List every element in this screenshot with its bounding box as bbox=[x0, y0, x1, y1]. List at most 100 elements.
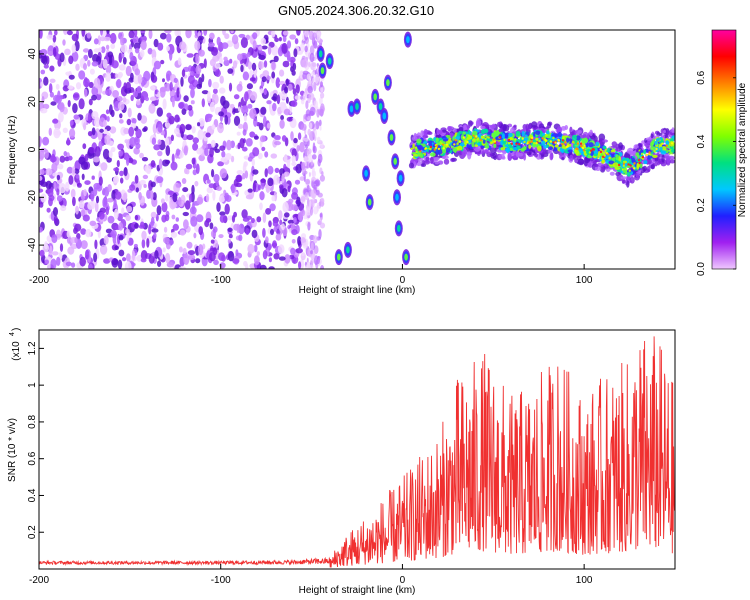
spectral-blob bbox=[647, 155, 651, 160]
spectral-blob bbox=[279, 184, 284, 190]
spectral-blob bbox=[275, 77, 281, 89]
spectral-blob bbox=[633, 162, 636, 165]
spectral-blob bbox=[521, 137, 524, 140]
spectral-blob bbox=[227, 238, 231, 244]
spectral-blob bbox=[601, 155, 605, 158]
spectral-blob bbox=[56, 174, 61, 181]
spectral-blob bbox=[241, 105, 249, 115]
y-tick-label: 0.4 bbox=[27, 488, 38, 502]
spectral-blob bbox=[186, 53, 194, 58]
spectral-blob bbox=[150, 85, 156, 91]
spectral-blob bbox=[535, 142, 538, 145]
spectral-blob bbox=[211, 124, 216, 130]
spectral-blob bbox=[285, 96, 289, 104]
spectral-blob bbox=[284, 86, 289, 94]
spectral-blob bbox=[138, 192, 142, 201]
spectral-blob bbox=[567, 149, 573, 153]
spectral-blob bbox=[349, 105, 354, 113]
spectral-blob bbox=[231, 214, 236, 223]
spectral-blob bbox=[152, 123, 157, 134]
spectral-blob bbox=[271, 195, 276, 202]
spectral-blob bbox=[263, 89, 267, 96]
spectral-blob bbox=[302, 70, 309, 75]
spectral-blob bbox=[209, 222, 214, 230]
spectral-blob bbox=[547, 149, 553, 154]
spectral-blob bbox=[300, 98, 305, 105]
spectral-blob bbox=[109, 32, 117, 44]
spectral-blob bbox=[597, 162, 604, 168]
spectral-blob bbox=[216, 36, 221, 46]
spectral-blob bbox=[320, 198, 325, 208]
spectral-blob bbox=[230, 30, 234, 34]
spectral-blob bbox=[309, 45, 315, 55]
spectral-blob bbox=[78, 70, 86, 80]
spectral-blob bbox=[294, 179, 301, 185]
spectral-blob bbox=[651, 140, 655, 146]
spectral-blob bbox=[150, 160, 156, 168]
spectral-blob bbox=[247, 188, 253, 193]
spectral-blob bbox=[40, 193, 47, 203]
spectral-blob bbox=[612, 162, 619, 168]
spectral-blob bbox=[134, 47, 140, 54]
spectral-blob bbox=[58, 111, 64, 123]
spectral-blob bbox=[416, 138, 422, 144]
spectral-blob bbox=[515, 150, 520, 158]
spectral-blob bbox=[266, 75, 271, 80]
spectral-blob bbox=[119, 170, 124, 177]
spectral-blob bbox=[163, 128, 167, 139]
spectral-blob bbox=[236, 131, 241, 136]
spectral-blob bbox=[591, 147, 595, 151]
spectral-blob bbox=[670, 142, 674, 145]
spectral-blob bbox=[68, 74, 75, 80]
spectral-blob bbox=[232, 258, 240, 264]
spectral-blob bbox=[125, 214, 131, 222]
spectral-blob bbox=[153, 232, 157, 239]
spectral-blob bbox=[232, 60, 238, 69]
spectral-blob bbox=[291, 155, 296, 164]
spectral-blob bbox=[235, 249, 239, 257]
spectral-blob bbox=[43, 76, 49, 86]
spectral-blob bbox=[111, 258, 119, 268]
spectral-blob bbox=[82, 214, 90, 222]
spectral-blob bbox=[582, 131, 589, 140]
spectral-blob bbox=[454, 139, 457, 142]
spectral-blob bbox=[615, 147, 622, 152]
spectral-blob bbox=[230, 183, 235, 194]
y-tick-label: 20 bbox=[27, 96, 38, 108]
spectral-blob bbox=[247, 243, 255, 254]
spectral-blob bbox=[242, 146, 248, 152]
spectral-blob bbox=[219, 145, 226, 151]
spectral-blob bbox=[230, 103, 235, 109]
spectral-blob bbox=[337, 253, 341, 261]
spectral-blob bbox=[258, 46, 263, 51]
spectral-blob bbox=[290, 247, 296, 255]
spectral-blob bbox=[302, 242, 308, 249]
spectral-blob bbox=[160, 59, 165, 65]
spectral-blob bbox=[224, 192, 230, 202]
spectral-blob bbox=[666, 157, 670, 164]
spectral-blob bbox=[134, 214, 139, 221]
spectral-blob bbox=[303, 172, 306, 183]
spectral-blob bbox=[607, 153, 610, 156]
spectral-blob bbox=[484, 137, 487, 141]
spectral-blob bbox=[266, 100, 272, 105]
spectral-blob bbox=[166, 261, 174, 268]
spectral-blob bbox=[106, 116, 110, 122]
spectral-blob bbox=[428, 142, 433, 147]
spectral-blob bbox=[528, 144, 532, 149]
spectral-blob bbox=[479, 138, 483, 142]
spectral-blob bbox=[196, 214, 204, 223]
spectral-blob bbox=[196, 83, 202, 90]
spectral-blob bbox=[214, 69, 221, 77]
spectral-blob bbox=[247, 61, 252, 70]
spectral-blob bbox=[255, 107, 260, 114]
spectral-blob bbox=[261, 146, 266, 152]
spectral-blob bbox=[256, 216, 262, 223]
spectral-blob bbox=[564, 125, 568, 130]
spectral-blob bbox=[395, 193, 399, 201]
spectral-blob bbox=[253, 135, 259, 140]
spectral-blob bbox=[128, 157, 134, 164]
spectral-blob bbox=[170, 161, 178, 171]
spectral-blob bbox=[267, 45, 272, 56]
spectral-blob bbox=[187, 75, 195, 84]
